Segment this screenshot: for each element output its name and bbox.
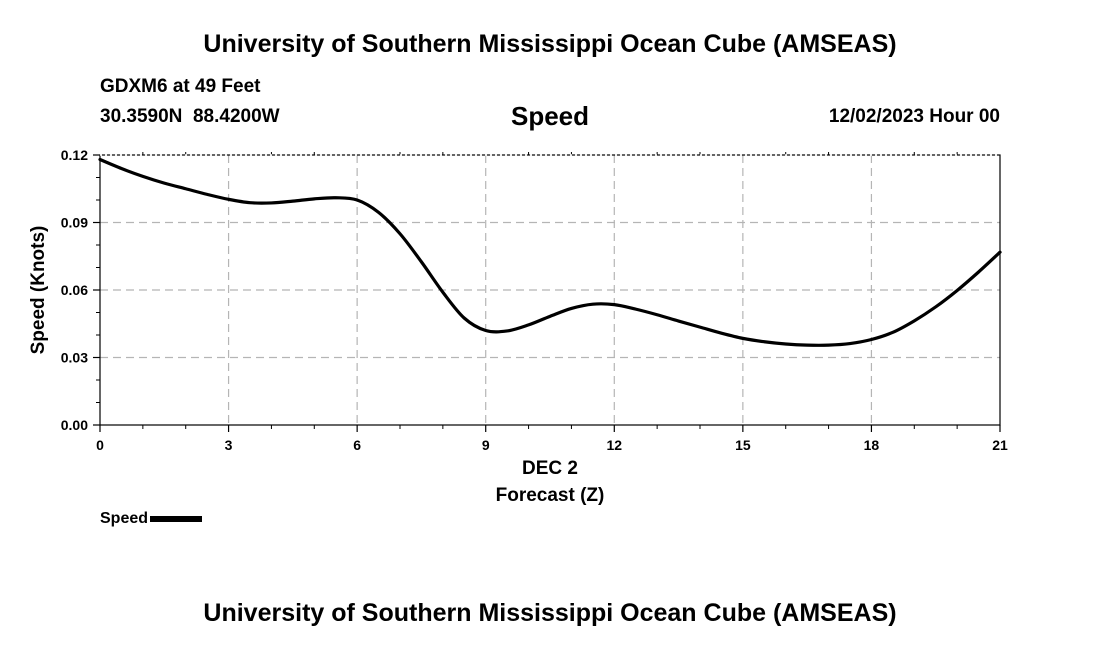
series-layer — [98, 157, 1002, 347]
footer-title: University of Southern Mississippi Ocean… — [203, 599, 897, 627]
axis-labels: DEC 2 Forecast (Z) Speed (Knots) — [28, 226, 604, 506]
y-tick-label: 0.12 — [61, 147, 88, 163]
grid-lines — [100, 155, 1000, 425]
x-tick-label: 15 — [735, 437, 751, 453]
x-axis-label: Forecast (Z) — [496, 485, 605, 506]
x-tick-label: 9 — [482, 437, 490, 453]
x-tick-label: 0 — [96, 437, 104, 453]
y-tick-label: 0.03 — [61, 350, 88, 366]
x-tick-label: 3 — [225, 437, 233, 453]
x-tick-label: 12 — [606, 437, 622, 453]
legend-label: Speed — [100, 510, 149, 527]
x-axis-date-label: DEC 2 — [522, 458, 578, 479]
axis-ticks: 0 3 6 9 12 15 18 21 0.00 0.03 0.06 0.09 0.12 — [61, 147, 1008, 453]
chart-title: Speed — [510, 101, 590, 131]
legend: Speed — [100, 510, 203, 528]
station-label: GDXM6 at 49 Feet — [100, 76, 261, 97]
y-tick-label: 0.09 — [61, 215, 88, 231]
x-tick-label: 18 — [864, 437, 880, 453]
y-tick-label: 0.06 — [61, 282, 88, 298]
x-tick-label: 21 — [992, 437, 1008, 453]
station-coordinates: 30.3590N 88.4200W — [100, 106, 280, 127]
legend-swatch — [150, 516, 203, 522]
series-line-speed — [98, 157, 1002, 347]
y-axis-label: Speed (Knots) — [28, 226, 49, 355]
y-tick-label: 0.00 — [61, 417, 88, 433]
page-title: University of Southern Mississippi Ocean… — [203, 30, 897, 58]
forecast-datetime: 12/02/2023 Hour 00 — [828, 106, 1000, 127]
x-tick-label: 6 — [353, 437, 361, 453]
